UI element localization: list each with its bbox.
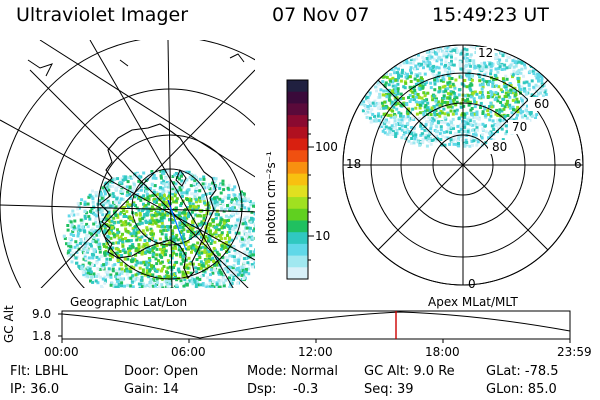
colorbar-unit-label: photon cm⁻²s⁻¹ [264,151,278,244]
altitude-ytick-1-8: 1.8 [32,329,52,343]
status-gain: Gain: 14 [124,382,179,397]
lat-label-70: 70 [512,120,528,134]
colorbar-swatch [287,208,308,222]
colorbar-swatch [287,138,308,151]
left-panel-label: Geographic Lat/Lon [70,295,188,309]
altitude-ytick-9: 9.0 [32,307,52,321]
xtick-2359: 23:59 [557,345,592,359]
xtick-0600: 06:00 [171,345,206,359]
colorbar-tick-100: 100 [315,140,338,154]
colorbar-swatch [287,185,308,198]
mlt-label-6: 6 [574,157,582,171]
colorbar-swatch [287,126,308,140]
mlt-label-0: 0 [468,277,476,291]
colorbar-swatch [287,150,308,163]
colorbar-swatch [287,91,308,105]
lat-label-80: 80 [492,140,508,154]
left-grid [0,40,255,288]
lat-label-60: 60 [534,97,550,111]
status-ip: IP: 36.0 [10,382,60,397]
status-dsp: Dsp: -0.3 [247,382,319,397]
colorbar-swatch [287,161,308,175]
colorbar-swatch [287,103,308,116]
time-label: 15:49:23 UT [432,4,549,26]
colorbar [287,80,308,280]
colorbar-swatch [287,255,308,268]
colorbar-swatch [287,267,308,280]
right-grid [342,44,584,286]
altitude-curve [61,311,571,339]
colorbar-swatch [287,115,308,128]
colorbar-swatch [287,243,308,257]
xtick-1800: 18:00 [425,345,460,359]
status-mode: Mode: Normal [247,364,338,379]
continent-outline [99,123,217,279]
status-filter: Flt: LBHL [10,364,68,379]
status-glon: GLon: 85.0 [486,382,557,397]
status-door: Door: Open [124,364,199,379]
colorbar-swatch [287,173,308,186]
altitude-x-ticks [58,313,571,343]
geographic-map [0,40,255,288]
xtick-1200: 12:00 [298,345,333,359]
left-auroral-emission [62,168,255,288]
instrument-title: Ultraviolet Imager [16,4,189,26]
right-panel-label: Apex MLat/MLT [428,295,518,309]
colorbar-swatch [287,220,308,233]
altitude-ylabel: GC Alt [2,305,16,343]
xtick-0000: 00:00 [44,345,79,359]
mlt-label-18: 18 [346,157,362,171]
status-seq: Seq: 39 [364,382,414,397]
mlt-label-12: 12 [478,46,494,60]
colorbar-swatch [287,232,308,245]
altitude-plot-frame [61,310,571,340]
colorbar-swatch [287,80,308,93]
colorbar-swatch [287,197,308,210]
colorbar-ticks [308,119,314,261]
date-label: 07 Nov 07 [272,4,370,26]
status-glat: GLat: -78.5 [486,364,559,379]
colorbar-tick-10: 10 [315,229,331,243]
status-gc-altitude: GC Alt: 9.0 Re [364,364,455,379]
